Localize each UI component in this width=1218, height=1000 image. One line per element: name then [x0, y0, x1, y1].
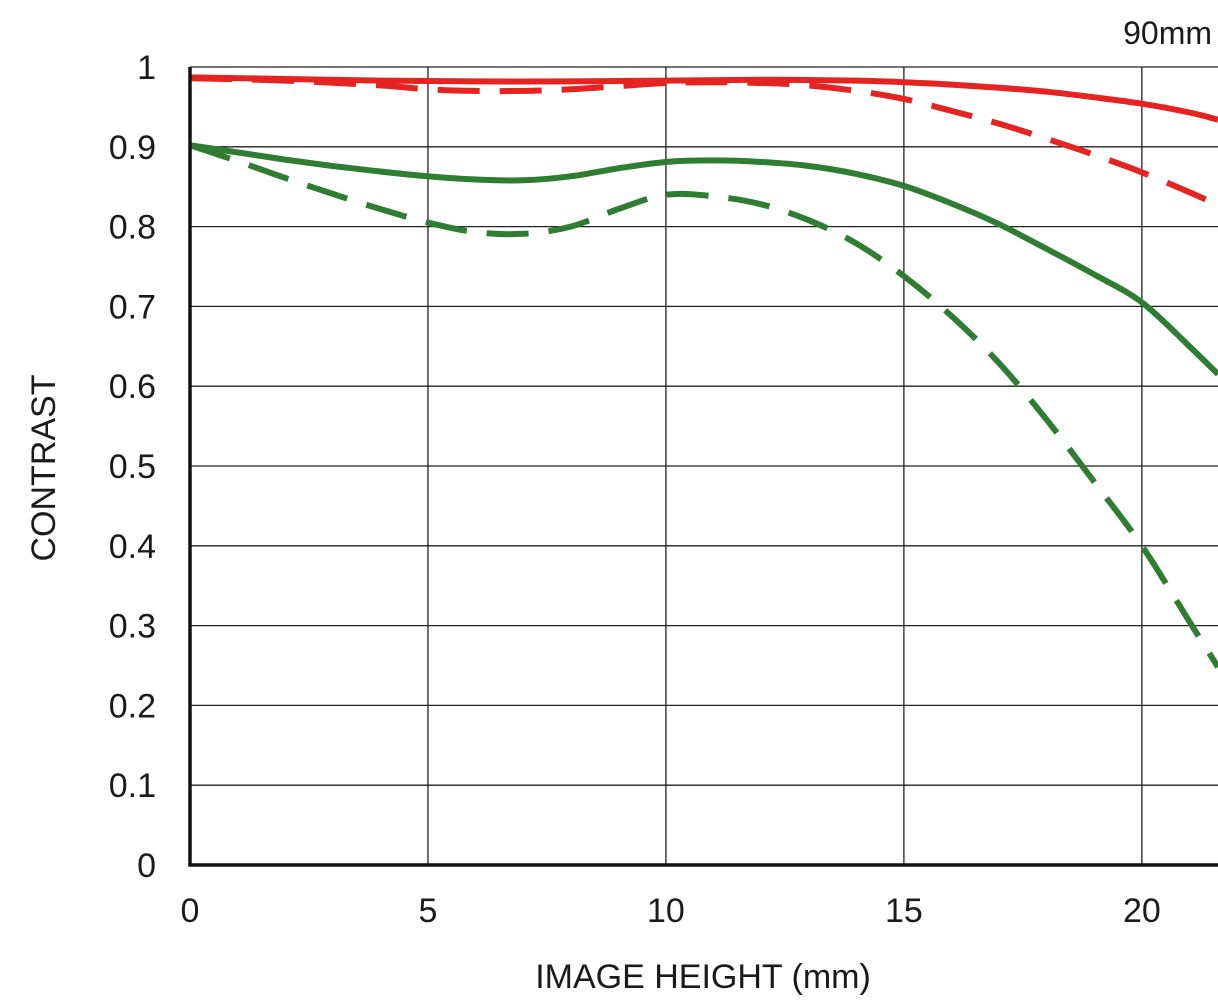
y-axis-label: CONTRAST: [25, 375, 63, 562]
y-tick-label: 0.6: [109, 368, 156, 406]
series-lines: [190, 74, 1218, 669]
x-axis-label: IMAGE HEIGHT (mm): [535, 958, 871, 996]
plot-frame: [188, 67, 1218, 867]
red-dashed-line: [190, 75, 1218, 208]
y-tick-label: 0.8: [109, 209, 156, 247]
y-tick-label: 0.7: [109, 288, 156, 326]
x-tick-label: 20: [1123, 892, 1161, 930]
red-solid-line: [190, 74, 1218, 123]
green-dashed-line: [190, 142, 1218, 669]
x-tick-label: 0: [181, 892, 200, 930]
x-tick-labels: 0 5 10 15 20: [181, 892, 1161, 930]
y-tick-labels: 0 0.1 0.2 0.3 0.4 0.5 0.6 0.7 0.8 0.9 1: [109, 49, 156, 885]
x-tick-label: 5: [419, 892, 438, 930]
grid: [190, 66, 1218, 865]
y-tick-label: 0: [137, 847, 156, 885]
x-tick-label: 10: [647, 892, 685, 930]
y-tick-label: 0.9: [109, 129, 156, 167]
x-tick-label: 15: [885, 892, 923, 930]
y-tick-label: 0.2: [109, 687, 156, 725]
y-tick-label: 1: [137, 49, 156, 87]
y-tick-label: 0.4: [109, 528, 156, 566]
y-tick-label: 0.5: [109, 448, 156, 486]
green-solid-line: [190, 142, 1218, 377]
focal-length-label: 90mm: [1123, 15, 1212, 51]
y-tick-label: 0.1: [109, 767, 156, 805]
series-group: [190, 74, 1218, 669]
y-tick-label: 0.3: [109, 608, 156, 646]
